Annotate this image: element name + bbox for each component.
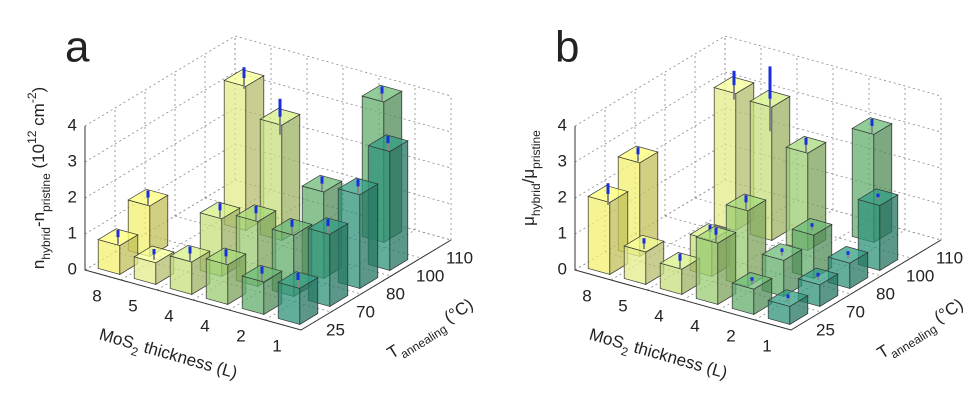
z-tick-label: 2 (68, 187, 77, 206)
z-axis-label-part: cm (29, 103, 48, 130)
z-axis-label-part: -n (29, 212, 48, 227)
bar (205, 247, 247, 306)
x-tick-label: 4 (690, 316, 699, 335)
x-axis-label: MoS2 thickness (L) (96, 325, 240, 387)
x-tick-label: 8 (582, 286, 591, 305)
y-tick-label: 80 (876, 284, 895, 303)
z-axis-label-part: ) (29, 87, 48, 93)
bar-face (389, 140, 409, 272)
bar-face (329, 222, 349, 308)
x-tick-label: 1 (272, 336, 281, 355)
x-tick-label: 2 (726, 326, 735, 345)
panel-label: a (65, 23, 90, 72)
bar-face (879, 194, 899, 272)
chart-panel: 01234854421257080100110anhybrid-npristin… (25, 23, 479, 387)
x-tick-label: 4 (164, 306, 173, 325)
y-tick-label: 25 (816, 320, 835, 339)
bar-face (695, 236, 719, 305)
axis-line (574, 126, 942, 331)
y-axis-label-part: (°C) (437, 295, 477, 330)
z-tick-label: 4 (68, 115, 77, 134)
y-axis-label-part: annealing (888, 322, 940, 361)
y-tick-label: 70 (356, 302, 375, 321)
bar (695, 226, 737, 306)
x-tick-label: 2 (236, 326, 245, 345)
z-axis-label-part: /μ (519, 169, 538, 184)
z-axis-label: μhybrid/μpristine (519, 130, 543, 226)
bar-face (277, 281, 301, 325)
bar-face (169, 255, 193, 295)
y-axis-label-part: (°C) (927, 295, 967, 330)
z-axis-label-part: hybrid (39, 227, 53, 260)
z-axis-label-part: n (29, 260, 48, 269)
bar-face (241, 275, 265, 315)
bar (713, 76, 755, 232)
y-tick-label: 70 (846, 302, 865, 321)
y-axis-label: Tannealing (°C) (874, 295, 969, 367)
x-axis-label-part: 2 (129, 344, 140, 359)
x-tick-label: 4 (654, 306, 663, 325)
x-axis-label-part: thickness (L) (627, 337, 729, 383)
z-tick-label: 1 (558, 223, 567, 242)
bar-face (623, 245, 647, 285)
z-axis-label-part: μ (519, 216, 538, 226)
x-axis-label-part: MoS (587, 325, 626, 353)
floor-grid (718, 219, 870, 311)
z-tick-label: 0 (68, 259, 77, 278)
bar-face (587, 195, 611, 275)
x-axis-label-part: 2 (619, 344, 630, 359)
y-tick-label: 100 (906, 266, 934, 285)
z-axis-label-part: hybrid (529, 183, 543, 216)
bar-face (359, 183, 379, 290)
bar (725, 193, 767, 288)
z-axis-label-part: 12 (25, 130, 39, 144)
y-tick-label: 110 (936, 248, 963, 267)
x-axis-label: MoS2 thickness (L) (586, 325, 730, 387)
z-axis-label-part: (10 (29, 144, 48, 173)
y-axis-label-part: annealing (398, 322, 450, 361)
y-tick-label: 80 (386, 284, 405, 303)
y-tick-label: 25 (326, 320, 345, 339)
x-tick-label: 1 (762, 336, 771, 355)
y-tick-label: 110 (446, 248, 473, 267)
z-axis-label: nhybrid-npristine (1012 cm-2) (25, 87, 53, 269)
panel-label: b (555, 23, 579, 72)
z-tick-label: 4 (558, 115, 567, 134)
z-axis-label-part: pristine (39, 173, 53, 212)
x-tick-label: 8 (92, 286, 101, 305)
x-tick-label: 5 (128, 296, 137, 315)
x-tick-label: 4 (200, 316, 209, 335)
z-tick-label: 0 (558, 259, 567, 278)
x-tick-label: 5 (618, 296, 627, 315)
y-axis-label: Tannealing (°C) (384, 295, 479, 367)
z-axis-label-part: pristine (529, 130, 543, 169)
bar-face (205, 258, 229, 305)
bar (97, 228, 139, 276)
axis-line (84, 126, 452, 331)
x-axis-label-part: MoS (97, 325, 136, 353)
z-tick-label: 2 (558, 187, 567, 206)
x-axis-label-part: thickness (L) (137, 337, 239, 383)
bar (587, 185, 629, 276)
z-tick-label: 3 (68, 151, 77, 170)
z-axis-label-part: -2 (25, 92, 39, 103)
z-tick-label: 1 (68, 223, 77, 242)
bar (767, 289, 809, 326)
z-tick-label: 3 (558, 151, 567, 170)
y-tick-label: 100 (416, 266, 444, 285)
